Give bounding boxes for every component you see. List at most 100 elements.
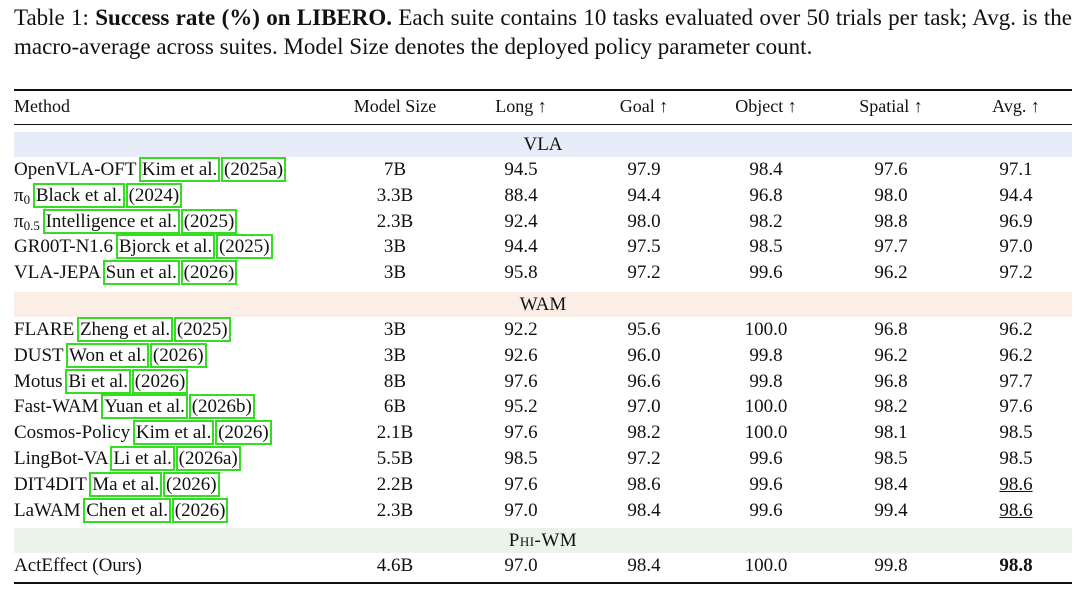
citation-author-link[interactable]: Won et al. xyxy=(66,343,150,368)
citation-author-link[interactable]: Ma et al. xyxy=(89,472,163,497)
method-name: Fast-WAM xyxy=(14,396,99,417)
citation-year-link[interactable]: (2026) xyxy=(171,498,229,523)
table-header-row: Method Model Size Long ↑ Goal ↑ Object ↑… xyxy=(14,93,1072,119)
object-score-cell: 96.8 xyxy=(749,185,783,206)
avg-score-cell: 96.2 xyxy=(999,345,1033,366)
avg-score-cell: 96.2 xyxy=(999,319,1033,340)
long-score-cell: 92.2 xyxy=(504,319,538,340)
table-row: VLA-JEPA Sun et al. (2026) 3B 95.8 97.2 99.6… xyxy=(14,260,1072,286)
method-name: π xyxy=(14,185,24,206)
spatial-score-cell: 96.2 xyxy=(874,345,908,366)
method-cell: Fast-WAM Yuan et al. (2026b) xyxy=(14,394,255,420)
section-header-phi-wm: Phi-WM xyxy=(14,528,1072,553)
object-score-cell: 99.6 xyxy=(749,474,783,495)
long-score-cell: 95.2 xyxy=(504,396,538,417)
spatial-score-cell: 99.8 xyxy=(874,555,908,576)
object-score-cell: 100.0 xyxy=(744,396,788,417)
citation-year-link[interactable]: (2026b) xyxy=(188,394,255,419)
citation-year-link[interactable]: (2025) xyxy=(215,234,273,259)
model-size-cell: 5.5B xyxy=(376,448,414,469)
object-score-cell: 100.0 xyxy=(744,422,788,443)
object-score-cell: 99.6 xyxy=(749,262,783,283)
long-score-cell: 88.4 xyxy=(504,185,538,206)
citation-author-link[interactable]: Sun et al. xyxy=(102,260,180,285)
citation-year-link[interactable]: (2026) xyxy=(131,369,189,394)
citation-year-link[interactable]: (2026) xyxy=(215,420,272,445)
avg-score-cell: 97.1 xyxy=(999,159,1033,180)
goal-score-cell: 97.0 xyxy=(627,396,661,417)
model-size-cell: 3.3B xyxy=(376,185,414,206)
citation-author-link[interactable]: Intelligence et al. xyxy=(42,209,180,234)
header-avg: Avg. ↑ xyxy=(992,96,1040,116)
goal-score-cell: 98.4 xyxy=(627,555,661,576)
citation-year-link[interactable]: (2025a) xyxy=(221,157,287,182)
method-name: DUST xyxy=(14,345,64,366)
citation-author-link[interactable]: Kim et al. xyxy=(138,157,221,182)
long-score-cell: 92.4 xyxy=(504,211,538,232)
long-score-cell: 97.0 xyxy=(504,555,538,576)
model-size-cell: 2.2B xyxy=(376,474,414,495)
citation-author-link[interactable]: Zheng et al. xyxy=(76,317,174,342)
spatial-score-cell: 96.8 xyxy=(874,319,908,340)
header-object: Object ↑ xyxy=(735,96,797,116)
goal-score-cell: 98.2 xyxy=(627,422,661,443)
goal-score-cell: 98.4 xyxy=(627,500,661,521)
model-size-cell: 3B xyxy=(383,262,407,283)
avg-score-cell: 98.8 xyxy=(999,555,1033,576)
goal-score-cell: 97.2 xyxy=(627,448,661,469)
method-cell: DIT4DIT Ma et al. (2026) xyxy=(14,472,220,498)
citation-year-link[interactable]: (2026) xyxy=(162,472,220,497)
model-size-cell: 6B xyxy=(383,396,407,417)
method-subscript: 0 xyxy=(23,192,31,207)
spatial-score-cell: 98.5 xyxy=(874,448,908,469)
goal-score-cell: 97.5 xyxy=(627,236,661,257)
spatial-score-cell: 97.6 xyxy=(874,159,908,180)
method-cell: LaWAM Chen et al. (2026) xyxy=(14,498,229,524)
citation-author-link[interactable]: Bi et al. xyxy=(65,369,131,394)
citation-year-link[interactable]: (2025) xyxy=(180,209,238,234)
method-cell: ActEffect (Ours) xyxy=(14,553,142,579)
method-name: GR00T-N1.6 xyxy=(14,236,114,257)
long-score-cell: 94.4 xyxy=(504,236,538,257)
header-goal: Goal ↑ xyxy=(619,96,669,116)
method-cell: DUST Won et al. (2026) xyxy=(14,343,207,369)
model-size-cell: 3B xyxy=(383,345,407,366)
citation-year-link[interactable]: (2026) xyxy=(149,343,207,368)
caption-text: Each suite contains 10 tasks evaluated o… xyxy=(14,5,1073,59)
bottom-rule xyxy=(14,582,1072,584)
avg-score-cell: 97.0 xyxy=(999,236,1033,257)
table-row: Fast-WAM Yuan et al. (2026b) 6B 95.2 97.0 10… xyxy=(14,394,1072,420)
object-score-cell: 98.2 xyxy=(749,211,783,232)
spatial-score-cell: 96.8 xyxy=(874,371,908,392)
citation-author-link[interactable]: Chen et al. xyxy=(83,498,172,523)
section-header-wam: WAM xyxy=(14,292,1072,317)
citation-year-link[interactable]: (2024) xyxy=(125,183,183,208)
citation-author-link[interactable]: Yuan et al. xyxy=(101,394,188,419)
citation-year-link[interactable]: (2026a) xyxy=(175,446,241,471)
avg-score-cell: 97.6 xyxy=(999,396,1033,417)
model-size-cell: 3B xyxy=(383,319,407,340)
citation-year-link[interactable]: (2025) xyxy=(173,317,231,342)
object-score-cell: 99.8 xyxy=(749,371,783,392)
long-score-cell: 97.0 xyxy=(504,500,538,521)
citation-author-link[interactable]: Bjorck et al. xyxy=(115,234,216,259)
method-name: LaWAM xyxy=(14,500,81,521)
object-score-cell: 98.4 xyxy=(749,159,783,180)
goal-score-cell: 96.6 xyxy=(627,371,661,392)
method-subscript: 0.5 xyxy=(23,218,40,233)
avg-score-cell: 96.9 xyxy=(999,211,1033,232)
spatial-score-cell: 98.0 xyxy=(874,185,908,206)
citation-author-link[interactable]: Kim et al. xyxy=(132,420,215,445)
citation-author-link[interactable]: Li et al. xyxy=(110,446,175,471)
table-row: FLARE Zheng et al. (2025) 3B 92.2 95.6 100.0… xyxy=(14,317,1072,343)
citation-author-link[interactable]: Black et al. xyxy=(32,183,125,208)
table-row: Motus Bi et al. (2026) 8B 97.6 96.6 99.8 96.8… xyxy=(14,369,1072,395)
header-model-size: Model Size xyxy=(353,96,437,116)
table-row: DUST Won et al. (2026) 3B 92.6 96.0 99.8 96.2… xyxy=(14,343,1072,369)
method-cell: VLA-JEPA Sun et al. (2026) xyxy=(14,260,238,286)
long-score-cell: 94.5 xyxy=(504,159,538,180)
spatial-score-cell: 97.7 xyxy=(874,236,908,257)
method-name: DIT4DIT xyxy=(14,474,87,495)
citation-year-link[interactable]: (2026) xyxy=(180,260,238,285)
model-size-cell: 2.3B xyxy=(376,500,414,521)
